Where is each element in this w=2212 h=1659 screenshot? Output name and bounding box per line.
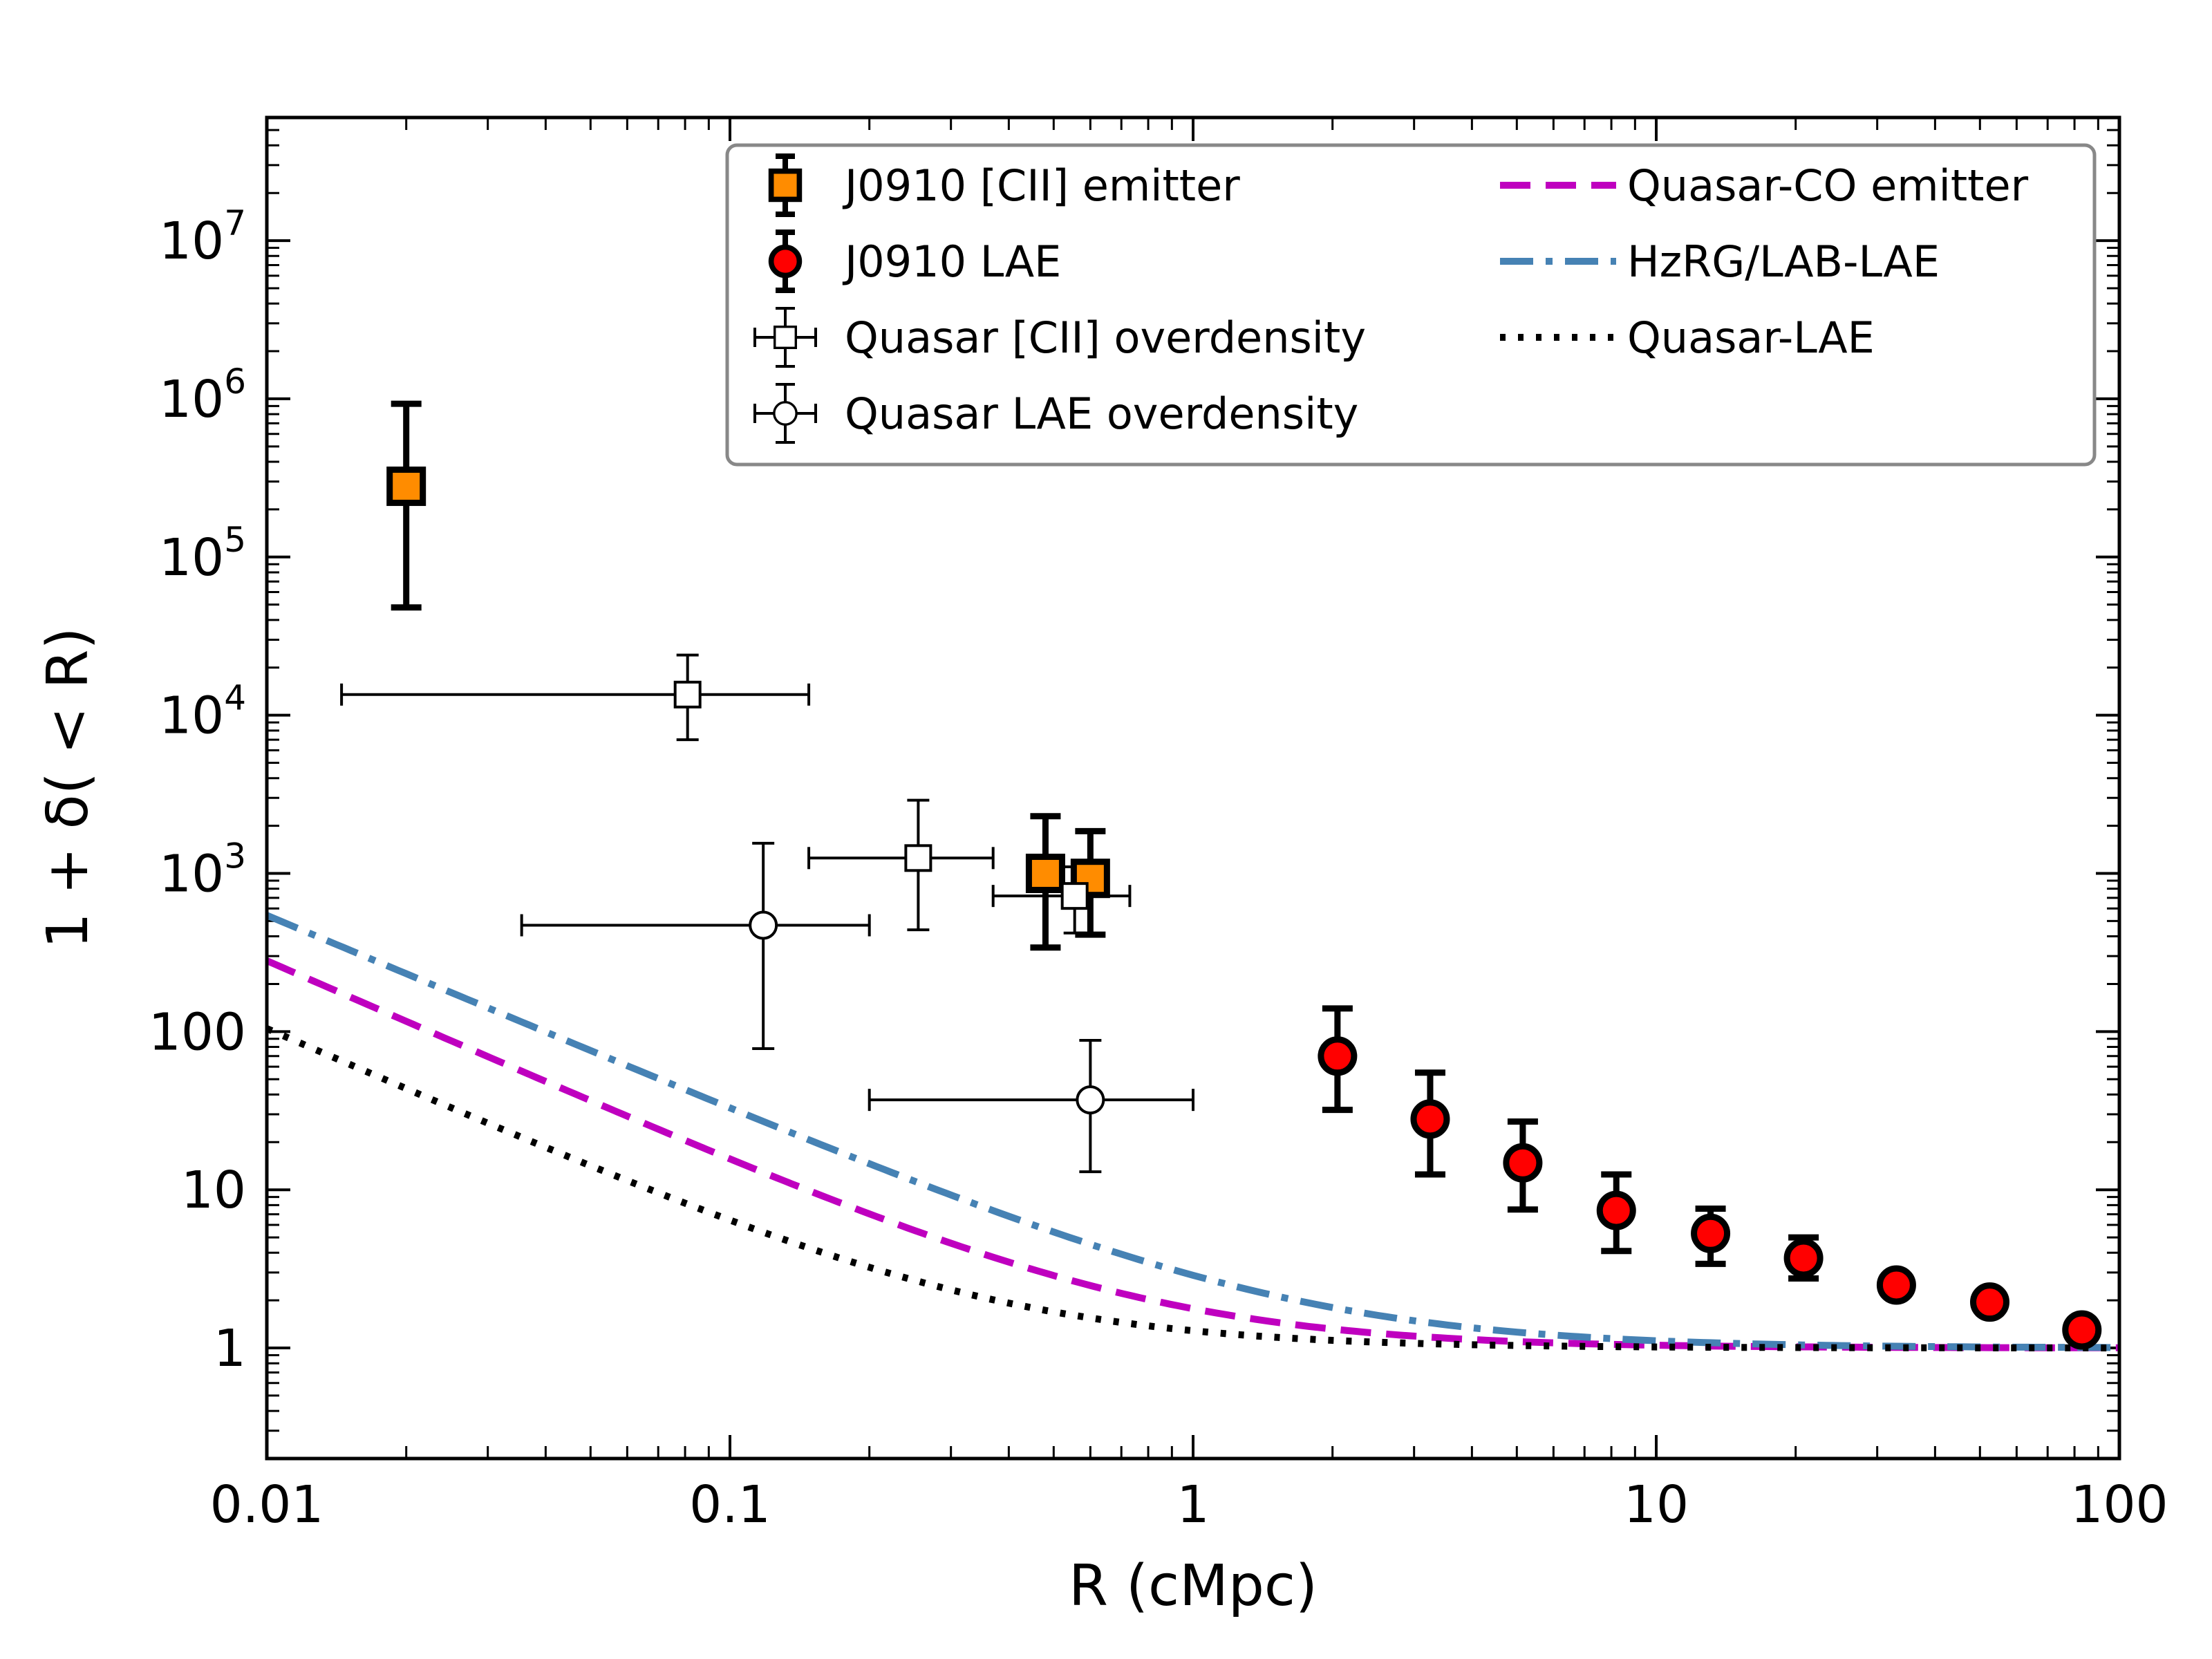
y-axis-label: 1 + δ( < R) — [35, 628, 101, 949]
legend-label: Quasar-LAE — [1627, 312, 1875, 363]
model-line — [267, 912, 2119, 1351]
marker-circle-filled — [1970, 1282, 2010, 1322]
y-tick-label: 106 — [159, 362, 246, 429]
marker-square-filled — [1025, 853, 1065, 893]
y-tick-label: 100 — [149, 1002, 246, 1062]
marker-circle-open — [749, 910, 778, 940]
major-ticks — [265, 118, 2121, 1459]
marker-circle-filled — [768, 244, 803, 279]
legend-label: J0910 [CII] emitter — [842, 160, 1240, 211]
marker-square-open — [773, 326, 797, 350]
y-tick-label: 1 — [214, 1319, 246, 1378]
x-tick-label: 1 — [1177, 1475, 1209, 1535]
legend-label: HzRG/LAB-LAE — [1627, 236, 1940, 287]
marker-circle-filled — [1783, 1238, 1824, 1278]
marker-square-open — [1060, 882, 1089, 910]
y-tick-label: 10 — [181, 1161, 246, 1220]
marker-circle-filled — [1503, 1143, 1543, 1183]
marker-circle-filled — [1596, 1190, 1636, 1230]
x-tick-labels: 0.01 0.1 1 10 100 — [210, 1475, 2168, 1535]
model-lines — [267, 912, 2119, 1351]
marker-square-open — [673, 680, 702, 709]
y-tick-label: 103 — [159, 836, 246, 903]
marker-square-filled — [386, 466, 427, 506]
model-line — [267, 957, 2119, 1351]
legend-label: Quasar LAE overdensity — [845, 388, 1358, 439]
marker-circle-filled — [1691, 1213, 1731, 1253]
x-tick-label: 100 — [2070, 1475, 2168, 1535]
x-tick-label: 0.01 — [210, 1475, 324, 1535]
plot-frame — [265, 115, 2121, 1461]
marker-square-open — [904, 844, 932, 872]
marker-circle-filled — [2062, 1310, 2102, 1350]
legend-label: Quasar [CII] overdensity — [845, 312, 1366, 363]
legend-label: J0910 LAE — [842, 236, 1061, 287]
marker-circle-open — [1076, 1085, 1105, 1115]
x-tick-label: 10 — [1624, 1475, 1689, 1535]
legend: J0910 [CII] emitter J0910 LAE Quasar [CII]… — [725, 143, 2097, 467]
marker-circle-filled — [1318, 1036, 1358, 1076]
y-tick-label: 105 — [159, 520, 246, 588]
marker-circle-open — [773, 401, 798, 426]
data-markers — [386, 466, 2102, 1350]
marker-circle-filled — [1876, 1265, 1916, 1305]
y-tick-labels: 1 10 100 103 104 105 106 107 — [149, 203, 246, 1378]
y-tick-label: 107 — [159, 203, 246, 271]
marker-circle-filled — [1410, 1099, 1450, 1139]
legend-box — [725, 143, 2097, 467]
legend-label: Quasar-CO emitter — [1627, 160, 2029, 211]
x-tick-label: 0.1 — [689, 1475, 771, 1535]
x-axis-label: R (cMpc) — [1069, 1553, 1318, 1619]
y-tick-label: 104 — [159, 678, 246, 746]
marker-square-filled — [768, 168, 803, 203]
